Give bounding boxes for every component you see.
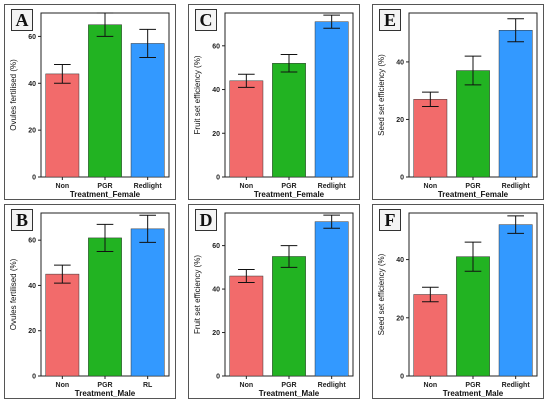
x-axis-label: Treatment_Male bbox=[75, 389, 136, 398]
y-axis-label: Fruit set efficiency (%) bbox=[193, 55, 202, 134]
x-tick-label: Non bbox=[56, 382, 70, 389]
y-tick-label: 0 bbox=[400, 175, 404, 182]
x-tick-label: Redlight bbox=[318, 382, 347, 389]
x-tick-label: PGR bbox=[281, 382, 296, 389]
x-tick-label: Redlight bbox=[502, 382, 531, 389]
bar-Non bbox=[45, 73, 80, 178]
panel-B: B 0 20 40 60 Non PGR RL Treatment_Male Ovules fe… bbox=[4, 204, 176, 399]
y-tick-label: 20 bbox=[396, 315, 404, 322]
y-tick-label: 20 bbox=[28, 328, 36, 335]
y-tick-label: 0 bbox=[32, 175, 36, 182]
chart-B: 0 20 40 60 Non PGR RL Treatment_Male Ovules fert… bbox=[9, 212, 170, 398]
y-tick-label: 60 bbox=[28, 34, 36, 41]
panel-label-C: C bbox=[195, 9, 217, 31]
bar-Redlight bbox=[498, 224, 533, 377]
y-axis-label: Ovules fertilised (%) bbox=[9, 59, 18, 131]
y-tick-label: 60 bbox=[28, 238, 36, 245]
y-tick-label: 40 bbox=[28, 81, 36, 88]
y-tick-label: 20 bbox=[28, 128, 36, 135]
panel-label-D: D bbox=[195, 209, 217, 231]
bar-Redlight bbox=[498, 30, 533, 178]
y-tick-label: 40 bbox=[212, 287, 220, 294]
y-tick-label: 40 bbox=[396, 257, 404, 264]
panel-F: F 0 20 40 Non PGR Redlight Treatment_Male Seed … bbox=[372, 204, 544, 399]
panel-label-E: E bbox=[379, 9, 401, 31]
x-tick-label: Non bbox=[424, 382, 438, 389]
x-tick-label: PGR bbox=[465, 183, 480, 190]
y-tick-label: 40 bbox=[28, 283, 36, 290]
x-axis-label: Treatment_Female bbox=[70, 190, 141, 199]
x-tick-label: Non bbox=[56, 183, 70, 190]
y-tick-label: 40 bbox=[212, 87, 220, 94]
bar-PGR bbox=[88, 237, 122, 377]
panel-E: E 0 20 40 Non PGR Redlight Treatment_Female See… bbox=[372, 4, 544, 200]
y-axis-label: Seed set efficiency (%) bbox=[377, 54, 386, 136]
bar-PGR bbox=[88, 24, 122, 178]
x-tick-label: PGR bbox=[465, 382, 480, 389]
panel-label-B: B bbox=[11, 209, 33, 231]
bar-Redlight bbox=[314, 21, 349, 178]
x-tick-label: Non bbox=[240, 183, 254, 190]
y-tick-label: 0 bbox=[216, 374, 220, 381]
bar-PGR bbox=[456, 70, 490, 178]
x-tick-label: PGR bbox=[97, 382, 112, 389]
bar-PGR bbox=[272, 256, 306, 377]
y-tick-label: 20 bbox=[212, 131, 220, 138]
x-axis-label: Treatment_Female bbox=[438, 190, 509, 199]
x-tick-label: Redlight bbox=[134, 183, 163, 190]
panel-label-A: A bbox=[11, 9, 33, 31]
bar-Non bbox=[45, 273, 80, 377]
bar-Non bbox=[413, 294, 448, 377]
bar-PGR bbox=[272, 63, 306, 178]
x-tick-label: Non bbox=[240, 382, 254, 389]
x-tick-label: RL bbox=[143, 382, 153, 389]
x-tick-label: Redlight bbox=[502, 183, 531, 190]
bar-Redlight bbox=[314, 221, 349, 377]
y-tick-label: 40 bbox=[396, 59, 404, 66]
x-axis-label: Treatment_Female bbox=[254, 190, 325, 199]
y-tick-label: 60 bbox=[212, 43, 220, 50]
y-tick-label: 0 bbox=[32, 374, 36, 381]
bar-RL bbox=[130, 228, 165, 377]
panel-C: C 0 20 40 60 Non PGR Redlight Treatment_Female F… bbox=[188, 4, 360, 200]
panel-D: D 0 20 40 60 Non PGR Redlight Treatment_Male Fru… bbox=[188, 204, 360, 399]
bar-Redlight bbox=[130, 43, 165, 178]
x-tick-label: Redlight bbox=[318, 183, 347, 190]
y-tick-label: 20 bbox=[212, 330, 220, 337]
bar-PGR bbox=[456, 256, 490, 377]
y-tick-label: 0 bbox=[400, 374, 404, 381]
x-tick-label: PGR bbox=[97, 183, 112, 190]
bar-Non bbox=[413, 99, 448, 178]
y-tick-label: 60 bbox=[212, 243, 220, 250]
y-axis-label: Fruit set efficiency (%) bbox=[193, 255, 202, 334]
y-tick-label: 20 bbox=[396, 117, 404, 124]
x-axis-label: Treatment_Male bbox=[259, 389, 320, 398]
x-tick-label: Non bbox=[424, 183, 438, 190]
x-tick-label: PGR bbox=[281, 183, 296, 190]
y-axis-label: Ovules fertilised (%) bbox=[9, 258, 18, 330]
panel-label-F: F bbox=[379, 209, 401, 231]
bar-Non bbox=[229, 80, 264, 178]
x-axis-label: Treatment_Male bbox=[443, 389, 504, 398]
bar-Non bbox=[229, 275, 264, 377]
panel-A: A 0 20 40 60 Non PGR Redlight Treatment_Female O… bbox=[4, 4, 176, 200]
y-tick-label: 0 bbox=[216, 175, 220, 182]
y-axis-label: Seed set efficiency (%) bbox=[377, 253, 386, 335]
